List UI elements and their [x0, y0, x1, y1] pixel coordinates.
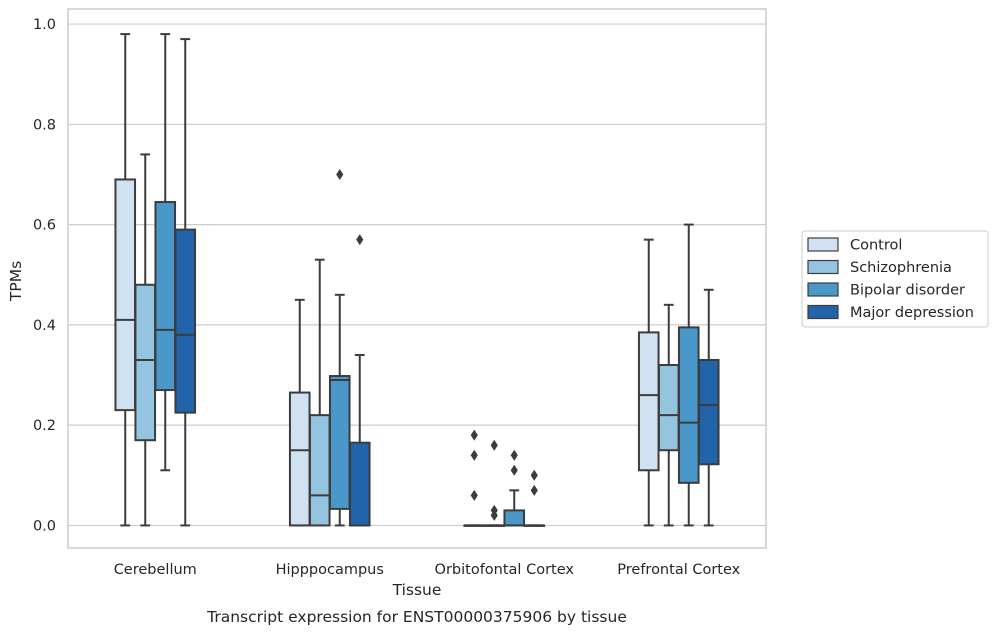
legend-swatch — [807, 304, 839, 320]
outlier-point — [510, 449, 518, 461]
y-tick-label: 1.0 — [33, 17, 56, 33]
box-schizophrenia-hipppocampus — [308, 258, 331, 527]
box-bipolar-disorder-prefrontal-cortex — [677, 223, 700, 527]
box-major-depression-prefrontal-cortex — [697, 288, 720, 527]
y-axis-label: TPMs — [7, 261, 25, 302]
outlier-point — [490, 509, 498, 521]
x-tick-label: Orbitofontal Cortex — [435, 562, 575, 578]
outlier-point — [356, 234, 364, 246]
legend-frame — [801, 230, 989, 328]
outlier-point — [510, 464, 518, 476]
box-major-depression-hipppocampus — [348, 234, 371, 527]
outlier-point — [530, 484, 538, 496]
legend-label: Bipolar disorder — [850, 283, 965, 299]
box-iqr — [348, 441, 371, 527]
box-layer — [114, 33, 720, 527]
box-control-hipppocampus — [288, 298, 311, 527]
box-iqr — [174, 228, 197, 414]
box-iqr — [657, 363, 680, 452]
box-major-depression-orbitofontal-cortex — [523, 469, 546, 527]
box-major-depression-cerebellum — [174, 38, 197, 527]
outlier-point — [490, 439, 498, 451]
box-schizophrenia-orbitofontal-cortex — [483, 439, 506, 527]
plot-frame — [67, 8, 767, 549]
box-iqr — [114, 178, 137, 412]
legend: Control Schizophrenia Bipolar disorder Majo… — [801, 230, 989, 328]
legend-label: Schizophrenia — [850, 260, 952, 276]
outlier-point — [470, 429, 478, 441]
x-tick-label: Prefrontal Cortex — [617, 562, 740, 578]
box-iqr — [697, 358, 720, 466]
y-tick-label: 0.0 — [33, 518, 56, 534]
y-tick-label: 0.8 — [33, 117, 56, 133]
box-control-prefrontal-cortex — [637, 238, 660, 527]
box-schizophrenia-prefrontal-cortex — [657, 303, 680, 527]
x-axis-label: Tissue — [392, 581, 442, 599]
box-iqr — [154, 201, 177, 392]
outlier-point — [470, 489, 478, 501]
box-iqr — [308, 414, 331, 527]
x-tick-label: Cerebellum — [114, 562, 197, 578]
y-tick-label: 0.2 — [33, 418, 56, 434]
outlier-point — [470, 449, 478, 461]
outlier-point — [336, 168, 344, 180]
box-bipolar-disorder-orbitofontal-cortex — [503, 449, 526, 527]
outlier-point — [530, 469, 538, 481]
legend-swatch — [807, 259, 839, 275]
legend-label: Control — [850, 238, 902, 254]
legend-label: Major depression — [850, 305, 974, 321]
legend-swatch — [807, 282, 839, 297]
box-iqr — [637, 331, 660, 472]
x-tick-labels: Cerebellum Hipppocampus Orbitofontal Corte… — [114, 562, 741, 578]
box-iqr — [328, 375, 351, 510]
box-iqr — [134, 283, 157, 442]
y-tick-label: 0.4 — [33, 318, 56, 334]
box-iqr — [288, 391, 311, 527]
box-schizophrenia-cerebellum — [134, 153, 157, 527]
box-iqr — [503, 509, 526, 527]
y-tick-labels: 0.0 0.2 0.4 0.6 0.8 1.0 — [33, 17, 56, 534]
chart-caption: Transcript expression for ENST0000037590… — [206, 608, 627, 626]
box-bipolar-disorder-cerebellum — [154, 33, 177, 472]
box-bipolar-disorder-hipppocampus — [328, 168, 351, 527]
box-control-orbitofontal-cortex — [463, 429, 486, 527]
y-tick-label: 0.6 — [33, 218, 56, 234]
box-iqr — [677, 326, 700, 484]
x-tick-label: Hipppocampus — [276, 562, 384, 578]
box-control-cerebellum — [114, 33, 137, 527]
legend-swatch — [807, 237, 839, 252]
